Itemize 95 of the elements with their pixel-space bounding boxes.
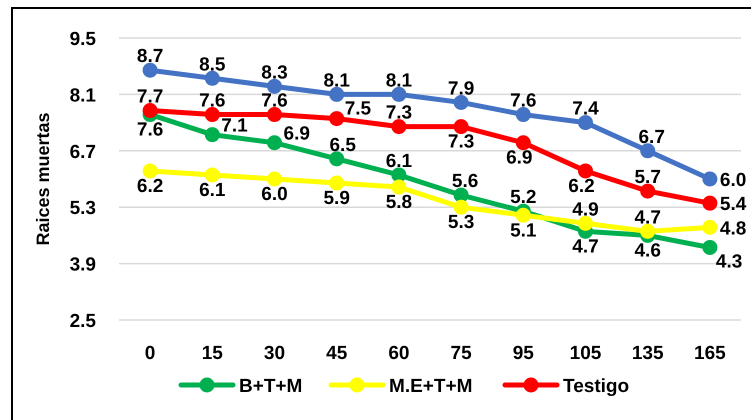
data-label: 6.7 [638, 126, 665, 148]
legend-label: Testigo [563, 376, 630, 397]
x-tick-label: 165 [694, 343, 726, 364]
x-tick-label: 135 [632, 343, 664, 364]
x-tick-label: 95 [512, 343, 534, 364]
data-label: 6.0 [261, 184, 288, 205]
data-label: 5.6 [452, 171, 478, 192]
data-label: 4.7 [572, 236, 599, 258]
data-label: 5.2 [510, 187, 537, 208]
data-label: 7.9 [448, 78, 474, 100]
point [640, 184, 656, 199]
point [516, 107, 531, 122]
legend-label: M.E+T+M [389, 376, 472, 397]
point [267, 135, 282, 150]
data-label: 6.1 [386, 150, 413, 172]
data-label: 5.4 [720, 194, 747, 216]
point [454, 200, 469, 215]
y-tick-label: 2.5 [70, 311, 96, 332]
legend-label: B+T+M [239, 376, 302, 397]
point [640, 143, 656, 158]
y-axis-title: Raices muertas [33, 112, 53, 246]
data-label: 5.3 [448, 212, 474, 234]
point [702, 220, 718, 235]
data-label: 4.6 [634, 240, 661, 262]
data-label: 6.5 [329, 134, 356, 156]
data-label: 6.9 [506, 148, 533, 169]
y-tick-label: 6.7 [70, 142, 96, 163]
point [640, 224, 656, 239]
x-tick-label: 15 [202, 343, 224, 364]
data-label: 7.6 [199, 90, 226, 112]
data-label: 4.8 [720, 218, 746, 240]
data-label: 6.9 [284, 124, 310, 145]
data-label: 5.8 [386, 192, 412, 214]
y-tick-label: 8.1 [70, 85, 96, 106]
point [204, 167, 220, 182]
point [267, 78, 282, 94]
point [454, 94, 469, 110]
data-label: 6.2 [136, 176, 164, 197]
data-label: 5.7 [634, 167, 661, 188]
data-label: 6.2 [568, 176, 595, 197]
x-tick-label: 0 [144, 343, 156, 364]
y-tick-label: 9.5 [70, 29, 96, 50]
point [702, 196, 718, 211]
data-label: 4.7 [634, 207, 661, 228]
point [204, 127, 220, 142]
point [329, 176, 344, 191]
point [329, 151, 344, 166]
data-label: 8.7 [136, 46, 164, 68]
data-label: 8.3 [261, 62, 288, 84]
point [142, 163, 158, 178]
point [329, 86, 344, 102]
point [204, 107, 220, 122]
data-label: 7.6 [510, 90, 537, 112]
data-label: 6.1 [199, 180, 226, 201]
data-label: 7.3 [386, 102, 412, 124]
x-tick-label: 45 [326, 343, 348, 364]
data-label: 6.0 [720, 170, 746, 191]
x-tick-label: 75 [450, 343, 472, 364]
point [454, 188, 469, 203]
data-label: 7.7 [136, 86, 164, 108]
point [454, 119, 469, 134]
x-tick-label: 105 [570, 343, 602, 364]
point [578, 216, 593, 231]
point [516, 135, 531, 150]
point [267, 172, 282, 186]
point [702, 240, 718, 255]
data-label: 7.3 [448, 132, 474, 153]
point [267, 107, 282, 122]
point [329, 111, 344, 126]
point [204, 70, 220, 86]
data-label: 8.1 [323, 70, 350, 92]
point [391, 86, 406, 102]
y-tick-label: 3.9 [70, 254, 96, 276]
data-label: 7.6 [136, 120, 164, 141]
x-tick-label: 30 [264, 343, 286, 364]
data-label: 8.1 [386, 70, 413, 92]
point [516, 208, 531, 223]
data-label: 8.5 [199, 54, 226, 76]
point [142, 62, 158, 78]
data-label: 5.1 [510, 220, 537, 242]
data-label: 7.4 [572, 98, 600, 120]
data-label: 5.9 [323, 188, 350, 210]
data-label: 4.9 [572, 199, 599, 220]
data-label: 7.6 [261, 90, 288, 112]
data-label: 4.3 [716, 251, 742, 272]
y-tick-label: 5.3 [70, 198, 96, 220]
point [391, 180, 406, 195]
point [142, 103, 158, 118]
point [391, 119, 406, 134]
data-label: 7.1 [221, 116, 248, 137]
data-label: 7.5 [344, 98, 372, 120]
x-tick-label: 60 [388, 343, 410, 364]
point [578, 115, 593, 130]
point [702, 172, 718, 186]
point [578, 163, 593, 178]
